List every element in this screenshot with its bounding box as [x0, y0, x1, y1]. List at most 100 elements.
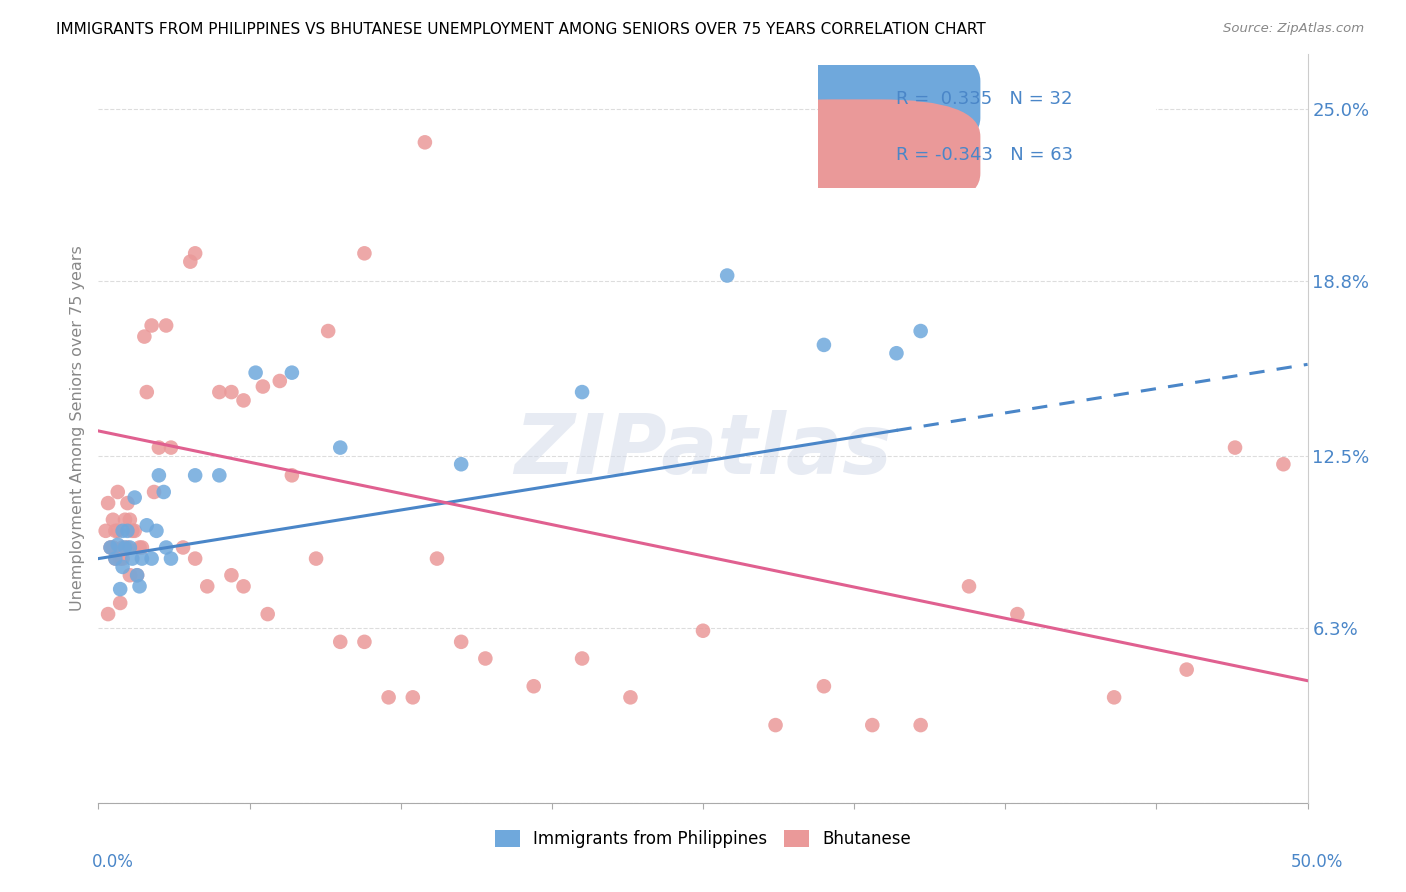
Point — [184, 246, 207, 260]
Point — [813, 338, 835, 352]
Point — [104, 524, 127, 538]
Point — [148, 441, 170, 455]
Point — [716, 268, 738, 283]
Point — [474, 651, 496, 665]
Point — [134, 329, 156, 343]
Point — [111, 551, 134, 566]
Point — [221, 385, 243, 400]
Point — [523, 679, 546, 693]
Point — [184, 468, 207, 483]
Point — [131, 541, 153, 555]
Legend: Immigrants from Philippines, Bhutanese: Immigrants from Philippines, Bhutanese — [488, 823, 918, 855]
Point — [619, 690, 641, 705]
Point — [957, 579, 980, 593]
Point — [208, 468, 231, 483]
Point — [128, 541, 150, 555]
Point — [316, 324, 339, 338]
Point — [101, 541, 124, 555]
Point — [221, 568, 243, 582]
Point — [118, 541, 141, 555]
Point — [1102, 690, 1125, 705]
Point — [172, 541, 194, 555]
Point — [245, 366, 267, 380]
Point — [104, 551, 127, 566]
Point — [1272, 457, 1295, 471]
Point — [450, 457, 472, 471]
Point — [232, 579, 254, 593]
Point — [329, 635, 352, 649]
Point — [127, 568, 149, 582]
Point — [107, 485, 129, 500]
Point — [426, 551, 449, 566]
Point — [117, 541, 139, 555]
Text: 50.0%: 50.0% — [1291, 853, 1343, 871]
Point — [571, 651, 593, 665]
Point — [107, 524, 129, 538]
Point — [413, 136, 436, 150]
Point — [94, 524, 117, 538]
Point — [145, 524, 167, 538]
Point — [305, 551, 328, 566]
Point — [114, 541, 136, 555]
Y-axis label: Unemployment Among Seniors over 75 years: Unemployment Among Seniors over 75 years — [70, 245, 86, 611]
Point — [886, 346, 908, 360]
Point — [124, 524, 146, 538]
Point — [184, 551, 207, 566]
Point — [1175, 663, 1198, 677]
Point — [152, 485, 174, 500]
Point — [402, 690, 425, 705]
Point — [135, 385, 157, 400]
Point — [117, 496, 139, 510]
Point — [141, 551, 163, 566]
Point — [100, 541, 122, 555]
Point — [108, 582, 131, 596]
Point — [160, 441, 183, 455]
Point — [1223, 441, 1246, 455]
Point — [127, 568, 149, 582]
Text: ZIPatlas: ZIPatlas — [515, 410, 891, 491]
Point — [108, 596, 131, 610]
Point — [107, 538, 129, 552]
Point — [252, 379, 274, 393]
Point — [813, 679, 835, 693]
Point — [111, 524, 134, 538]
Point — [160, 551, 183, 566]
Point — [450, 635, 472, 649]
Point — [121, 551, 143, 566]
Point — [117, 524, 139, 538]
Text: IMMIGRANTS FROM PHILIPPINES VS BHUTANESE UNEMPLOYMENT AMONG SENIORS OVER 75 YEAR: IMMIGRANTS FROM PHILIPPINES VS BHUTANESE… — [56, 22, 986, 37]
Point — [353, 635, 375, 649]
Point — [148, 468, 170, 483]
Point — [692, 624, 714, 638]
Point — [131, 551, 153, 566]
Point — [910, 718, 932, 732]
Point — [353, 246, 375, 260]
Point — [143, 485, 166, 500]
Point — [329, 441, 352, 455]
Point — [128, 579, 150, 593]
Point — [232, 393, 254, 408]
Point — [1007, 607, 1029, 621]
Point — [97, 496, 120, 510]
Point — [281, 366, 304, 380]
Point — [141, 318, 163, 333]
Point — [100, 541, 122, 555]
Point — [155, 541, 177, 555]
Point — [195, 579, 218, 593]
Point — [121, 524, 143, 538]
Point — [208, 385, 231, 400]
Point — [281, 468, 304, 483]
Point — [111, 541, 134, 555]
Text: Source: ZipAtlas.com: Source: ZipAtlas.com — [1223, 22, 1364, 36]
Point — [111, 560, 134, 574]
Point — [765, 718, 787, 732]
Point — [377, 690, 399, 705]
Point — [114, 513, 136, 527]
Point — [571, 385, 593, 400]
Point — [269, 374, 291, 388]
Point — [256, 607, 278, 621]
Point — [101, 513, 124, 527]
Point — [97, 607, 120, 621]
Point — [179, 254, 201, 268]
Point — [118, 513, 141, 527]
